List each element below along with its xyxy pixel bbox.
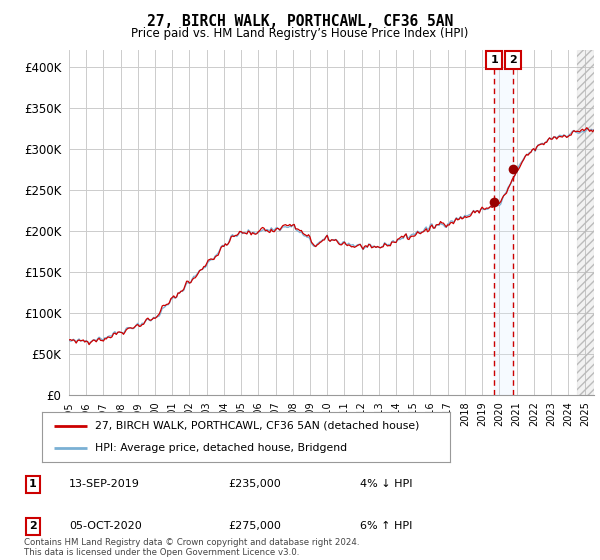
Text: Price paid vs. HM Land Registry’s House Price Index (HPI): Price paid vs. HM Land Registry’s House …	[131, 27, 469, 40]
Text: 27, BIRCH WALK, PORTHCAWL, CF36 5AN (detached house): 27, BIRCH WALK, PORTHCAWL, CF36 5AN (det…	[95, 421, 419, 431]
Text: 6% ↑ HPI: 6% ↑ HPI	[360, 521, 412, 531]
Text: 05-OCT-2020: 05-OCT-2020	[69, 521, 142, 531]
Bar	[494, 50, 513, 395]
Text: 2: 2	[29, 521, 37, 531]
Bar	[577, 50, 594, 395]
Text: 2: 2	[509, 55, 517, 66]
Text: Contains HM Land Registry data © Crown copyright and database right 2024.
This d: Contains HM Land Registry data © Crown c…	[24, 538, 359, 557]
Text: £235,000: £235,000	[228, 479, 281, 489]
Text: £275,000: £275,000	[228, 521, 281, 531]
Text: 27, BIRCH WALK, PORTHCAWL, CF36 5AN: 27, BIRCH WALK, PORTHCAWL, CF36 5AN	[147, 14, 453, 29]
Text: 4% ↓ HPI: 4% ↓ HPI	[360, 479, 413, 489]
Text: HPI: Average price, detached house, Bridgend: HPI: Average price, detached house, Brid…	[95, 443, 347, 453]
Bar	[577, 50, 594, 395]
Text: 1: 1	[29, 479, 37, 489]
Text: 13-SEP-2019: 13-SEP-2019	[69, 479, 140, 489]
Text: 1: 1	[490, 55, 498, 66]
